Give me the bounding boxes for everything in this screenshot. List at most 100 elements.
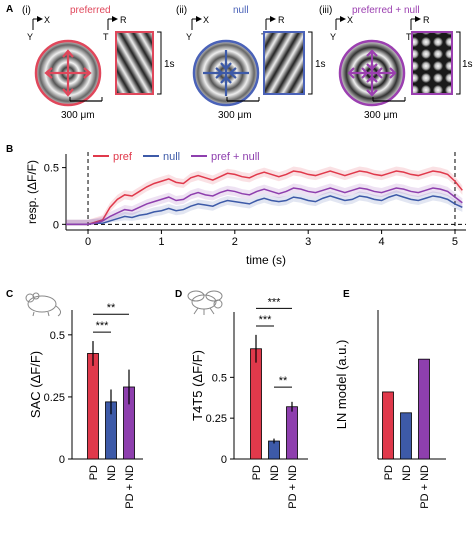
series-line: [66, 170, 463, 226]
time-bar-label: 1s: [315, 59, 326, 70]
y-axis-label: T4T5 (ΔF/F): [190, 350, 205, 421]
t4t5-bar-chart: 00.250.5PD ND PD + ND********T4T5 (ΔF/F): [190, 296, 308, 509]
panel-label-c: C: [6, 289, 13, 300]
x-tick-label: 5: [452, 236, 458, 248]
time-bar-label: 1s: [164, 59, 175, 70]
significance-label: **: [279, 375, 288, 387]
time-bar: [456, 31, 461, 95]
panel-b: B 0 1 2 3 4 5 0 0.5 pref null pref + null resp. (ΔF…: [6, 144, 466, 267]
significance-label: ***: [268, 296, 282, 308]
panel-label-b: B: [6, 144, 13, 155]
category-label: PD + ND: [287, 465, 299, 509]
stimulus-numeral: (ii): [176, 5, 187, 16]
panel-e: E PD ND PD + ND LN model (a.u.): [334, 289, 446, 509]
bar: [382, 391, 394, 460]
stimulus-null: (ii) null X Y R T 300 μm: [176, 5, 326, 121]
stimulus-title: preferred: [70, 5, 111, 16]
y-tick-label: 0.5: [212, 372, 227, 384]
category-label: PD + ND: [124, 465, 136, 509]
time-bar-label: 1s: [462, 59, 473, 70]
x-tick-label: 1: [158, 236, 164, 248]
x-tick-label: 2: [232, 236, 238, 248]
panel-d: D 00.250.5PD ND PD + ND********T4T5 (ΔF/F): [175, 289, 308, 509]
panel-c: C 00.250.5PD ND PD + ND*****SAC (ΔF/F): [6, 289, 143, 509]
category-label: PD + ND: [419, 465, 431, 509]
stimulus-preferred-plus-null: (iii) preferred + null X Y R T: [319, 5, 473, 121]
time-bar: [308, 31, 313, 95]
y-tick-label: 0.5: [50, 330, 65, 342]
axis-glyph-rt: R T: [406, 15, 430, 42]
series-error-band: [66, 166, 463, 225]
category-label: PD: [383, 465, 395, 480]
stimulus-preferred: (i) preferred X Y R T 3: [22, 5, 175, 121]
bar: [87, 353, 99, 460]
y-tick-label: 0: [53, 219, 59, 231]
space-time-plot: [263, 31, 305, 95]
category-label: PD: [251, 465, 263, 480]
direction-arrows-icon: [203, 50, 249, 96]
y-tick-label: 0: [221, 454, 227, 466]
time-bar: [157, 31, 162, 95]
panel-label-a: A: [6, 4, 13, 15]
x-tick-label: 0: [85, 236, 91, 248]
panel-a: A (i) preferred X Y R T: [6, 4, 473, 121]
scale-bar-label: 300 μm: [364, 110, 398, 121]
space-time-plot: [411, 31, 453, 95]
axis-r-label: R: [120, 15, 127, 25]
x-tick-label: 3: [305, 236, 311, 248]
y-tick-label: 0.25: [206, 413, 227, 425]
series-line: [66, 194, 463, 226]
axis-t-label: T: [406, 32, 412, 42]
bar: [286, 406, 298, 460]
y-tick-label: 0: [59, 454, 65, 466]
sac-bar-chart: 00.250.5PD ND PD + ND*****SAC (ΔF/F): [28, 302, 143, 509]
significance-label: **: [107, 302, 116, 314]
response-time-chart: 0 1 2 3 4 5 0 0.5 pref null pref + null resp. (ΔF/F…: [25, 151, 466, 267]
bar: [400, 412, 412, 460]
scale-bar-label: 300 μm: [61, 110, 95, 121]
mouse-icon: [25, 292, 62, 317]
axis-x-label: X: [347, 15, 353, 25]
axis-glyph-xy: X Y: [330, 15, 353, 42]
direction-arrows-icon: [347, 49, 397, 97]
direction-arrows-icon: [44, 49, 92, 97]
stimulus-title: preferred + null: [352, 5, 420, 16]
y-axis-label: SAC (ΔF/F): [28, 351, 43, 418]
y-tick-label: 0.25: [44, 392, 65, 404]
series-line: [66, 187, 463, 226]
y-axis-label: LN model (a.u.): [334, 340, 349, 430]
axis-y-label: Y: [186, 32, 192, 42]
y-tick-label: 0.5: [44, 163, 59, 175]
stimulus-numeral: (iii): [319, 5, 332, 16]
x-axis-label: time (s): [246, 253, 286, 267]
axis-y-label: Y: [330, 32, 336, 42]
axis-x-label: X: [203, 15, 209, 25]
space-time-plot: [115, 31, 154, 95]
x-tick-label: 4: [379, 236, 385, 248]
ln-model-bar-chart: PD ND PD + ND LN model (a.u.): [334, 310, 446, 509]
legend-label: pref + null: [211, 151, 260, 163]
axis-glyph-xy: X Y: [27, 15, 50, 42]
legend-label: pref: [113, 151, 133, 163]
bar: [250, 348, 262, 460]
axis-r-label: R: [423, 15, 430, 25]
axis-glyph-xy: X Y: [186, 15, 209, 42]
significance-label: ***: [259, 314, 273, 326]
axis-r-label: R: [278, 15, 285, 25]
axis-glyph-rt: R T: [103, 15, 127, 42]
series-error-band: [66, 190, 463, 225]
scale-bar-label: 300 μm: [218, 110, 252, 121]
axis-t-label: T: [103, 32, 109, 42]
bar: [268, 440, 280, 460]
panel-label-e: E: [343, 289, 350, 300]
bar: [418, 358, 430, 460]
stimulus-title: null: [233, 5, 249, 16]
significance-label: ***: [96, 320, 110, 332]
series-error-band: [66, 183, 463, 225]
fly-icon: [187, 290, 223, 315]
y-axis-label: resp. (ΔF/F): [25, 160, 39, 224]
category-label: ND: [106, 465, 118, 481]
axis-x-label: X: [44, 15, 50, 25]
category-label: PD: [88, 465, 100, 480]
